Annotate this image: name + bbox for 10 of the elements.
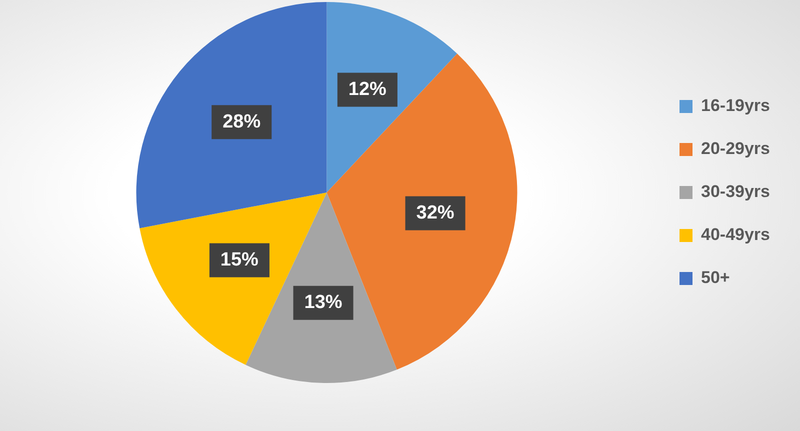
data-label: 28% (222, 111, 261, 132)
data-label: 13% (304, 292, 342, 314)
legend-label: 16-19yrs (700, 96, 770, 116)
data-label: 32% (416, 202, 454, 224)
data-label: 12% (348, 79, 387, 100)
legend-label: 30-39yrs (700, 182, 770, 202)
legend-label: 40-49yrs (700, 225, 770, 244)
data-label: 15% (220, 249, 259, 270)
legend-label: 20-29yrs (700, 139, 770, 158)
legend-label: 50+ (700, 268, 730, 288)
